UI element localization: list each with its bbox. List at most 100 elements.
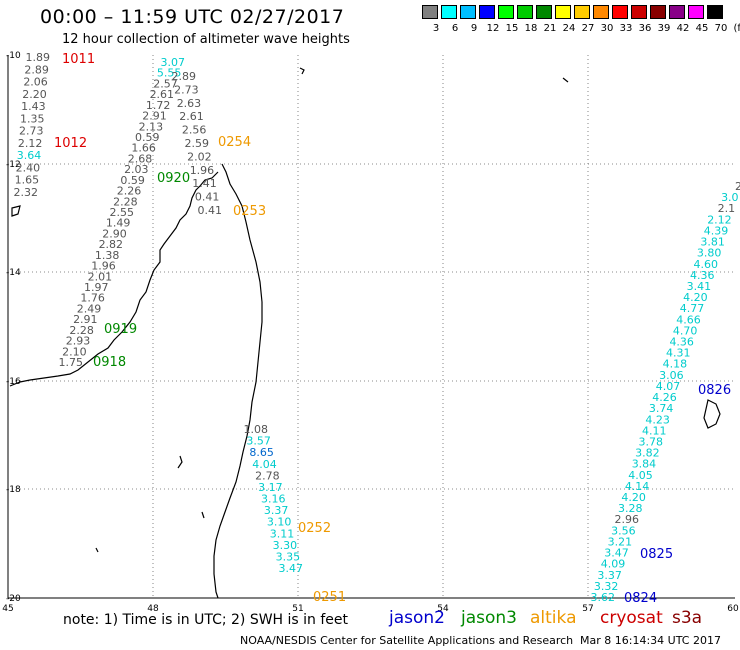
pass-time-label: 0251 <box>313 590 346 605</box>
scale-swatch <box>517 5 533 19</box>
wave-height-label: 4.07 <box>656 380 681 393</box>
wave-height-label: 3.56 <box>611 524 636 537</box>
wave-height-label: 2.61 <box>150 88 175 101</box>
wave-height-label: 0.59 <box>120 174 145 187</box>
wave-height-label: 2.13 <box>139 120 164 133</box>
wave-height-label: 4.60 <box>693 258 718 271</box>
pass-time-label: 0253 <box>233 204 266 219</box>
wave-height-label: 4.20 <box>683 291 708 304</box>
wave-height-label: 0.41 <box>198 204 223 217</box>
wave-height-label: 2.12 <box>18 137 43 150</box>
wave-height-label: 3.28 <box>618 502 643 515</box>
latitude-label: -14 <box>6 268 21 278</box>
longitude-label: 57 <box>582 604 593 614</box>
wave-height-label: 4.09 <box>601 558 626 571</box>
wave-height-label: 2.12 <box>707 213 732 226</box>
pass-time-label: 0920 <box>157 171 190 186</box>
wave-height-label: 3.35 <box>276 550 301 563</box>
wave-height-label: 2.89 <box>24 63 49 76</box>
pass-time-label: 0254 <box>218 135 251 150</box>
wave-height-label: 4.11 <box>642 424 667 437</box>
scale-tick-label: 39 <box>657 23 671 34</box>
pass-time-label: 0825 <box>640 547 673 562</box>
wave-height-label: 1.96 <box>190 164 215 177</box>
wave-height-label: 2.91 <box>142 110 167 123</box>
wave-height-label: 4.04 <box>252 458 277 471</box>
wave-height-label: 1.65 <box>15 174 40 187</box>
wave-height-label: 2.96 <box>615 513 640 526</box>
scale-swatch <box>536 5 552 19</box>
satellite-legend-s3a: s3a <box>672 608 703 628</box>
latitude-label: -16 <box>6 377 21 387</box>
agalega-island <box>562 77 569 83</box>
madagascar-west-coast <box>9 171 219 387</box>
wave-height-label: 2 <box>735 180 740 193</box>
scale-swatch <box>422 5 438 19</box>
wave-height-label: 4.18 <box>663 358 688 371</box>
madagascar-north-coast <box>213 163 263 599</box>
map-frame <box>7 55 735 599</box>
wave-height-label: 1.96 <box>91 260 116 273</box>
wave-height-label: 4.66 <box>676 313 701 326</box>
wave-height-label: 3.47 <box>604 547 629 560</box>
pass-time-label: 0919 <box>104 322 137 337</box>
wave-height-label: 2.89 <box>172 70 197 83</box>
wave-height-label: 4.31 <box>666 347 691 360</box>
scale-swatch <box>669 5 685 19</box>
scale-tick-label: 30 <box>600 23 614 34</box>
wave-height-label: 3.06 <box>659 369 684 382</box>
wave-height-label: 1.08 <box>244 423 269 436</box>
wave-height-label: 4.77 <box>680 302 705 315</box>
wave-height-label: 1.49 <box>106 217 131 230</box>
wave-height-label: 2.73 <box>19 125 44 138</box>
scale-tick-label: 3 <box>432 23 440 34</box>
wave-height-label: 2.57 <box>153 77 178 90</box>
wave-height-label: 3.37 <box>264 504 289 517</box>
wave-height-label: 1.43 <box>21 100 46 113</box>
wave-height-label: 3.21 <box>608 535 633 548</box>
wave-height-label: 2.06 <box>23 76 48 89</box>
scale-swatch <box>574 5 590 19</box>
comoros-fragment <box>11 205 21 217</box>
satellite-legend-cryosat: cryosat <box>600 608 663 628</box>
wave-height-label: 1.66 <box>131 142 156 155</box>
wave-height-label: 0.59 <box>135 131 160 144</box>
wave-height-label: 3.74 <box>649 402 674 415</box>
wave-height-label: 1.41 <box>192 177 217 190</box>
wave-height-label: 3.62 <box>591 591 616 604</box>
wave-height-label: 2.02 <box>187 150 212 163</box>
scale-swatch <box>460 5 476 19</box>
wave-height-label: 4.36 <box>690 269 715 282</box>
scale-swatch <box>707 5 723 19</box>
wave-height-label: 2.73 <box>174 83 199 96</box>
scale-tick-label: 27 <box>581 23 595 34</box>
wave-height-label: 3.64 <box>17 149 42 162</box>
wave-height-label: 1.89 <box>26 51 51 64</box>
longitude-label: 51 <box>292 604 303 614</box>
footer-note: note: 1) Time is in UTC; 2) SWH is in fe… <box>63 612 349 628</box>
satellite-legend-altika: altika <box>530 608 577 628</box>
satellite-legend-jason3: jason3 <box>461 608 517 628</box>
pass-time-label: 1012 <box>54 136 87 151</box>
scale-swatch <box>555 5 571 19</box>
wave-height-label: 4.36 <box>669 336 694 349</box>
longitude-label: 48 <box>147 604 159 614</box>
wave-height-label: 2.20 <box>22 88 47 101</box>
satellite-legend-jason2: jason2 <box>389 608 445 628</box>
wave-height-label: 3.82 <box>635 447 660 460</box>
wave-height-label: 2.40 <box>16 161 41 174</box>
pass-time-label: 0824 <box>624 591 657 606</box>
scale-tick-label: 45 <box>695 23 709 34</box>
pass-time-label: 0918 <box>93 355 126 370</box>
scale-tick-label: 42 <box>676 23 690 34</box>
wave-height-label: 1.72 <box>146 99 171 112</box>
madagascar-coastline <box>9 67 721 599</box>
wave-height-label: 3.10 <box>267 516 292 529</box>
latitude-label: -18 <box>6 485 21 495</box>
wave-height-label: 1.35 <box>20 112 45 125</box>
axis-labels: 45 48 51 54 57 60 -10 -12 -14 -16 -18 -20 <box>2 51 739 614</box>
wave-height-labels: 1.892.892.062.201.431.352.732.123.642.40… <box>14 51 740 604</box>
map-title: 00:00 – 11:59 UTC 02/27/2017 <box>40 6 345 28</box>
wave-height-label: 2.82 <box>99 238 124 251</box>
